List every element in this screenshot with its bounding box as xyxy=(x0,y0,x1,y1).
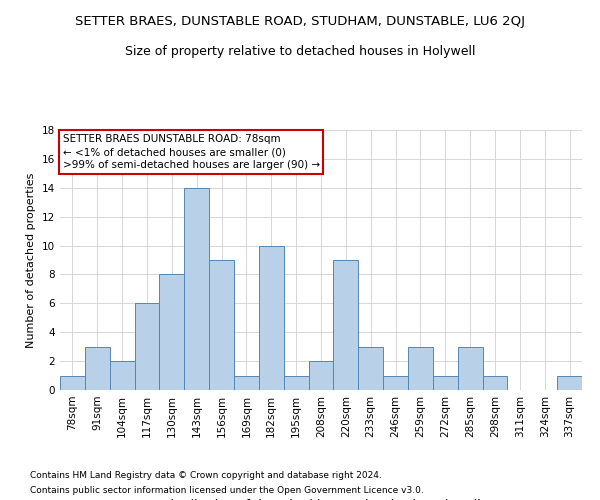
Text: Size of property relative to detached houses in Holywell: Size of property relative to detached ho… xyxy=(125,45,475,58)
Bar xyxy=(284,376,308,390)
Bar xyxy=(482,376,508,390)
Bar xyxy=(358,346,383,390)
Bar xyxy=(184,188,209,390)
Bar xyxy=(433,376,458,390)
Text: Distribution of detached houses by size in Holywell: Distribution of detached houses by size … xyxy=(161,499,481,500)
Bar xyxy=(308,361,334,390)
Bar xyxy=(160,274,184,390)
Bar xyxy=(209,260,234,390)
Bar xyxy=(110,361,134,390)
Text: SETTER BRAES DUNSTABLE ROAD: 78sqm
← <1% of detached houses are smaller (0)
>99%: SETTER BRAES DUNSTABLE ROAD: 78sqm ← <1%… xyxy=(62,134,320,170)
Y-axis label: Number of detached properties: Number of detached properties xyxy=(26,172,37,348)
Bar xyxy=(458,346,482,390)
Bar xyxy=(557,376,582,390)
Bar xyxy=(334,260,358,390)
Bar xyxy=(134,304,160,390)
Bar xyxy=(408,346,433,390)
Bar xyxy=(383,376,408,390)
Text: Contains public sector information licensed under the Open Government Licence v3: Contains public sector information licen… xyxy=(30,486,424,495)
Text: Contains HM Land Registry data © Crown copyright and database right 2024.: Contains HM Land Registry data © Crown c… xyxy=(30,471,382,480)
Text: SETTER BRAES, DUNSTABLE ROAD, STUDHAM, DUNSTABLE, LU6 2QJ: SETTER BRAES, DUNSTABLE ROAD, STUDHAM, D… xyxy=(75,15,525,28)
Bar xyxy=(85,346,110,390)
Bar xyxy=(259,246,284,390)
Bar xyxy=(234,376,259,390)
Bar xyxy=(60,376,85,390)
